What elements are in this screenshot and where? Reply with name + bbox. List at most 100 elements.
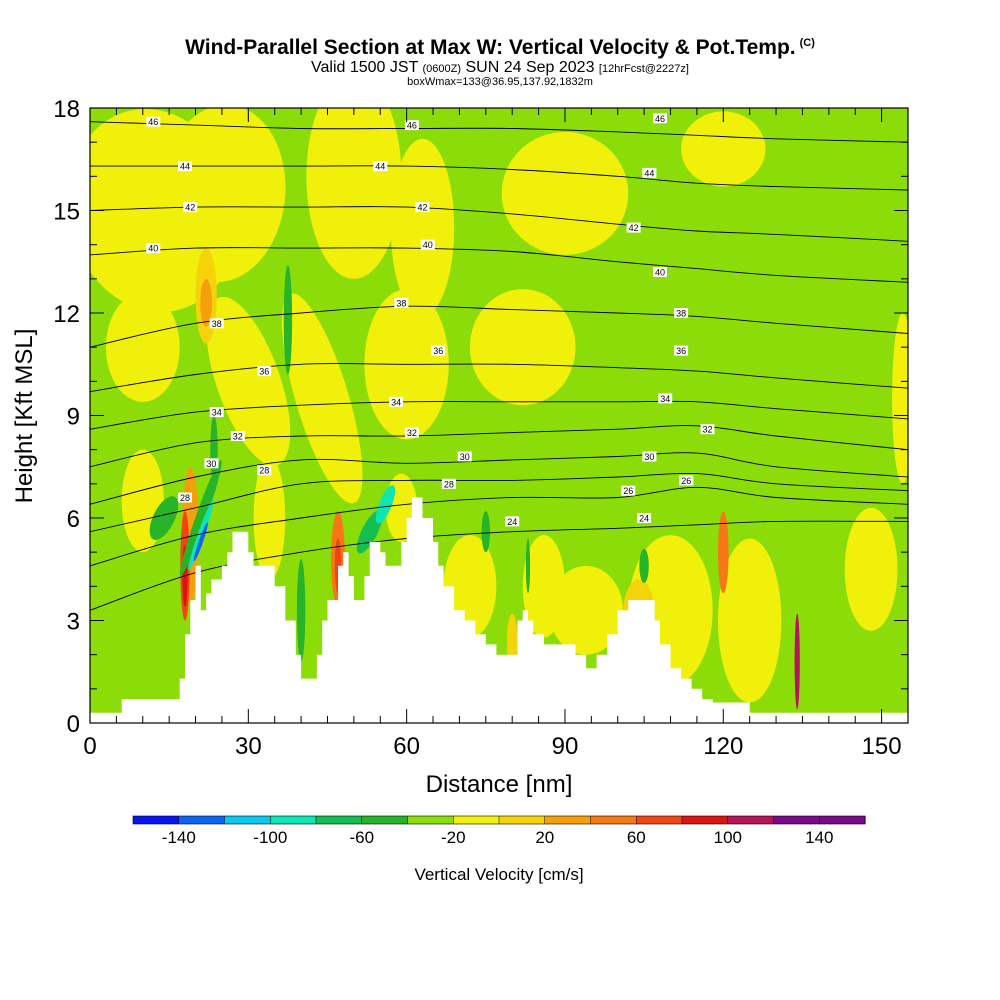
forecast-info: [12hrFcst@2227z] (598, 63, 689, 75)
velocity-region (296, 559, 306, 662)
chart-title: Wind-Parallel Section at Max W: Vertical… (0, 36, 1000, 60)
contour-label: 34 (212, 408, 222, 418)
contour-label-bg (389, 396, 404, 407)
contour-label: 30 (644, 452, 654, 462)
contour-label: 32 (233, 432, 243, 442)
velocity-region (506, 613, 518, 669)
contour-label: 32 (702, 425, 712, 435)
contour-label: 38 (396, 298, 406, 308)
contour-label: 28 (444, 479, 454, 489)
valid-time-utc: (0600Z) (422, 63, 462, 75)
theta-contour-36 (90, 363, 908, 393)
colorbar-swatch (727, 816, 775, 824)
theta-contour-42 (90, 206, 908, 242)
y-tick-label: 0 (67, 711, 80, 738)
contour-label: 42 (629, 223, 639, 233)
colorbar-label: Vertical Velocity [cm/s] (414, 865, 583, 884)
velocity-region (501, 131, 629, 255)
colorbar-swatch (316, 816, 363, 824)
contour-label: 44 (644, 168, 654, 178)
contour-label-bg (653, 113, 667, 124)
contour-label: 24 (507, 517, 517, 527)
velocity-region (356, 510, 383, 554)
contour-label: 36 (676, 346, 686, 356)
colorbar-tick-label: 100 (714, 828, 742, 847)
colorbar-tick-label: 20 (535, 828, 554, 847)
contour-label: 32 (407, 428, 417, 438)
contour-label-bg (642, 451, 657, 462)
colorbar-tick-label: -100 (253, 828, 287, 847)
contour-label-bg (674, 345, 689, 356)
valid-time: Valid 1500 JST (311, 59, 419, 76)
contour-label-bg (373, 161, 388, 172)
velocity-region (375, 485, 396, 524)
colorbar-tick-label: -140 (162, 828, 196, 847)
theta-contour-32 (90, 425, 908, 468)
contour-label: 42 (185, 203, 195, 213)
contour-label-bg (404, 427, 419, 438)
contour-label-bg (178, 161, 192, 172)
colorbar-swatch (819, 816, 866, 824)
theta-contour-28 (90, 472, 908, 533)
potential-temperature-contours (90, 121, 908, 611)
colorbar-swatch (361, 816, 409, 824)
x-tick-label: 0 (83, 733, 96, 760)
velocity-region (469, 289, 576, 406)
contour-label-bg (257, 366, 272, 377)
contour-label-bg (178, 492, 192, 503)
contour-label-bg (674, 308, 689, 318)
x-axis-label: Distance [nm] (426, 771, 573, 798)
contour-label-bg (230, 431, 245, 441)
x-tick-label: 120 (703, 733, 743, 760)
contour-label-bg (146, 243, 161, 254)
plot-area: 24 24 26 26 28 28 28 30 30 30 32 32 32 34 34 34 36 36 36 38… (90, 108, 908, 723)
y-tick-label: 15 (53, 199, 80, 226)
contour-label: 26 (681, 476, 691, 486)
contour-label-bg (505, 516, 520, 527)
x-tick-label: 150 (862, 733, 902, 760)
copyright-mark: (C) (799, 37, 815, 49)
colorbar-swatch (407, 816, 454, 824)
theta-contour-40 (90, 247, 908, 283)
contour-label-bg (431, 345, 446, 356)
y-axis-label: Height [Kft MSL] (11, 329, 38, 504)
contour-label: 34 (391, 397, 401, 407)
colorbar-swatch (270, 816, 317, 824)
contour-label-bg (642, 167, 657, 178)
contour-label-bg (637, 513, 652, 523)
contour-label: 46 (148, 117, 158, 127)
contour-label: 34 (660, 394, 670, 404)
y-tick-label: 12 (53, 301, 80, 328)
theta-contour-30 (90, 452, 908, 505)
velocity-region (844, 507, 898, 631)
x-tick-label: 30 (235, 733, 262, 760)
chart-subtitle: Valid 1500 JST (0600Z) SUN 24 Sep 2023 [… (0, 59, 1000, 77)
contour-label: 24 (639, 514, 649, 524)
contour-label-bg (415, 202, 430, 213)
velocity-region (281, 293, 363, 504)
contour-label-bg (621, 485, 636, 496)
contour-label: 30 (206, 459, 216, 469)
theta-contour-46 (90, 121, 908, 143)
velocity-region (681, 111, 766, 187)
contour-label: 36 (259, 367, 269, 377)
velocity-region (206, 296, 291, 466)
contour-label: 28 (259, 466, 269, 476)
contour-label-bg (658, 393, 673, 404)
velocity-region (193, 522, 208, 562)
contour-label-bg (420, 239, 435, 250)
contour-label-bg (457, 451, 472, 462)
colorbar-tick-label: -60 (350, 828, 375, 847)
velocity-region (105, 292, 180, 402)
velocity-region (283, 265, 293, 375)
contour-label: 42 (417, 203, 427, 213)
colorbar-tick-label: 140 (805, 828, 833, 847)
contour-label-bg (257, 465, 272, 476)
colorbar-swatch (773, 816, 820, 824)
contour-label: 40 (423, 240, 433, 250)
colorbar-swatch (499, 816, 546, 824)
velocity-region (892, 313, 908, 484)
contour-label-bg (204, 458, 219, 469)
velocity-region (158, 108, 286, 282)
contour-label-bg (209, 318, 224, 329)
